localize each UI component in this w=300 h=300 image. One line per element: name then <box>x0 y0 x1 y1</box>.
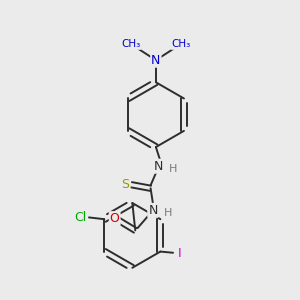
Text: S: S <box>122 178 130 191</box>
Text: I: I <box>178 247 181 260</box>
Text: N: N <box>151 54 160 67</box>
Text: CH₃: CH₃ <box>121 39 140 49</box>
Text: N: N <box>148 204 158 217</box>
Text: O: O <box>110 212 120 225</box>
Text: CH₃: CH₃ <box>171 39 190 49</box>
Text: H: H <box>169 164 178 173</box>
Text: H: H <box>164 208 172 218</box>
Text: N: N <box>154 160 164 173</box>
Text: Cl: Cl <box>75 211 87 224</box>
